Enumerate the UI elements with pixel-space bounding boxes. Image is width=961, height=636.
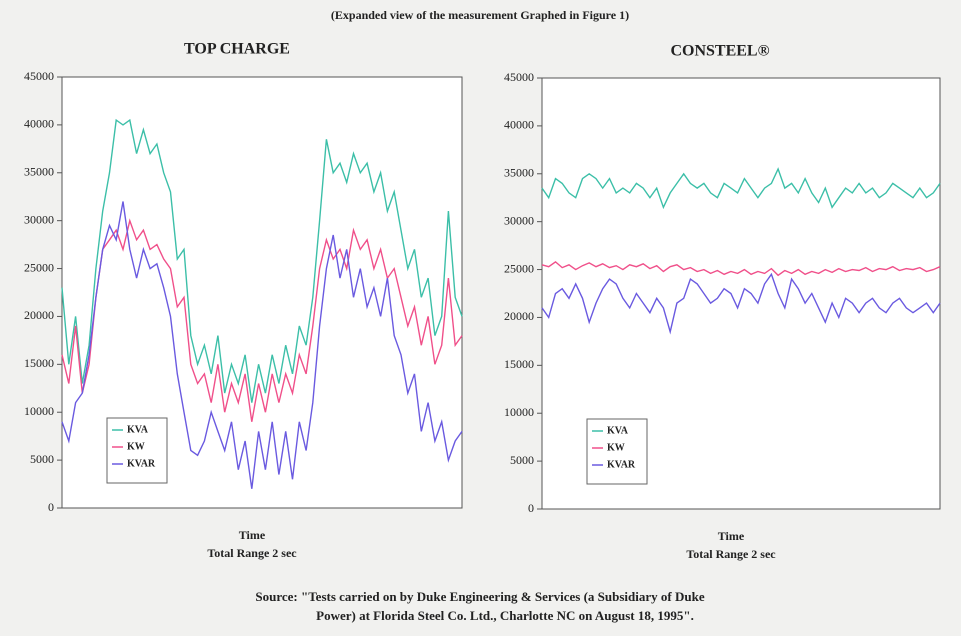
legend-box	[586, 418, 648, 485]
legend-label: KW	[127, 441, 145, 452]
y-tick-label: 0	[48, 500, 54, 514]
legend-label: KVAR	[607, 459, 636, 470]
source-line: Source: "Tests carried on by Duke Engine…	[255, 589, 704, 604]
y-tick-label: 45000	[504, 70, 534, 84]
source-line: Power) at Florida Steel Co. Ltd., Charlo…	[316, 608, 694, 623]
data-line	[61, 118, 463, 403]
y-tick-label: 35000	[24, 165, 54, 179]
y-tick-label: 20000	[504, 309, 534, 323]
data-line	[541, 272, 941, 335]
y-tick-label: 45000	[24, 69, 54, 83]
y-tick-label: 5000	[30, 452, 54, 466]
y-tick-label: 40000	[504, 118, 534, 132]
header: (Expanded view of the measurement Graphe…	[331, 8, 629, 22]
x-axis-label: Total Range 2 sec	[207, 546, 297, 560]
y-tick-label: 15000	[24, 356, 54, 370]
y-tick-label: 35000	[504, 166, 534, 180]
y-tick-label: 25000	[24, 260, 54, 274]
data-line	[61, 218, 463, 422]
legend-label: KW	[607, 442, 625, 453]
legend-label: KVA	[607, 425, 629, 436]
y-tick-label: 15000	[504, 357, 534, 371]
x-axis-label: Time	[718, 529, 745, 543]
data-line	[61, 201, 463, 489]
x-axis-label: Total Range 2 sec	[686, 547, 776, 561]
data-line	[541, 261, 941, 277]
y-tick-label: 40000	[24, 117, 54, 131]
chart-title: CONSTEEL®	[670, 43, 769, 60]
legend-label: KVA	[127, 424, 149, 435]
data-line	[541, 167, 941, 210]
chart-title: TOP CHARGE	[184, 41, 290, 58]
legend-box	[106, 417, 168, 484]
y-tick-label: 10000	[24, 404, 54, 418]
y-tick-label: 30000	[504, 213, 534, 227]
x-axis-label: Time	[239, 528, 266, 542]
y-tick-label: 25000	[504, 261, 534, 275]
y-tick-label: 30000	[24, 212, 54, 226]
y-tick-label: 20000	[24, 308, 54, 322]
y-tick-label: 5000	[510, 453, 534, 467]
y-tick-label: 10000	[504, 405, 534, 419]
y-tick-label: 0	[528, 501, 534, 515]
legend-label: KVAR	[127, 458, 156, 469]
